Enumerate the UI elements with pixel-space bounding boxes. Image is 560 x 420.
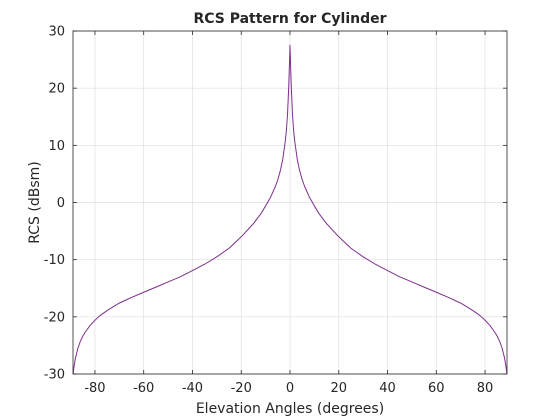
x-tick-label: -20 <box>231 381 252 396</box>
x-tick-label: -60 <box>133 381 154 396</box>
y-tick-label: 10 <box>48 139 65 154</box>
chart-title: RCS Pattern for Cylinder <box>193 11 386 27</box>
series-layer <box>72 44 508 375</box>
x-tick-label: -40 <box>182 381 203 396</box>
y-tick-label: -20 <box>44 310 65 325</box>
x-tick-label: 40 <box>379 381 396 396</box>
x-tick-label: 80 <box>477 381 494 396</box>
x-tick-label: 20 <box>330 381 347 396</box>
ticks: -80 -60 -40 -20 0 20 40 60 80 -30 -20 -10 0 10 20 30 <box>44 25 507 396</box>
y-tick-label: 20 <box>48 82 65 97</box>
x-tick-label: 60 <box>428 381 445 396</box>
x-tick-label: 0 <box>286 381 294 396</box>
x-axis-label: Elevation Angles (degrees) <box>196 401 384 417</box>
y-axis-label: RCS (dBsm) <box>27 161 43 244</box>
series-line-0 <box>72 44 508 375</box>
y-tick-label: 30 <box>48 25 65 40</box>
y-tick-label: -30 <box>44 368 65 383</box>
y-tick-label: 0 <box>57 196 65 211</box>
x-tick-label: -80 <box>84 381 105 396</box>
y-tick-label: -10 <box>44 253 65 268</box>
